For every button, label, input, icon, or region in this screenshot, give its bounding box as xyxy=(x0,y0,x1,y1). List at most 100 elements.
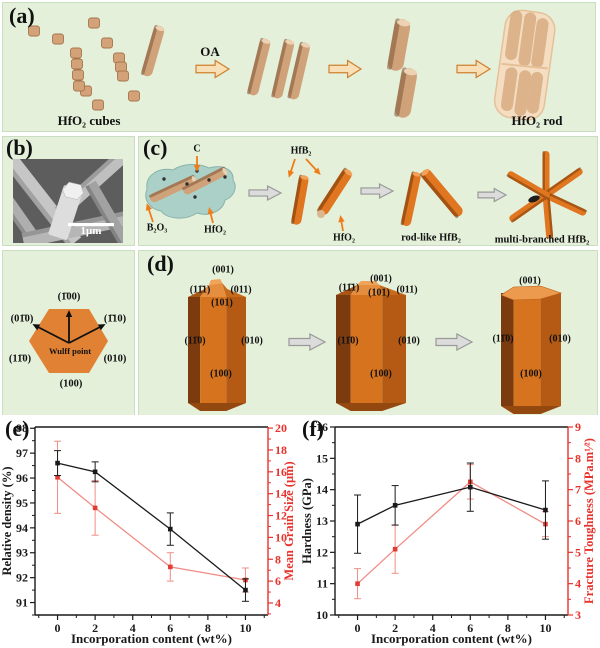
miller-index-label: (001) xyxy=(212,264,234,276)
svg-text:13: 13 xyxy=(316,514,328,528)
miller-index-label: (100) xyxy=(59,378,83,390)
pointer-arrow-icon xyxy=(32,324,70,344)
panel-a-label: (a) xyxy=(9,3,35,28)
data-point-marker xyxy=(167,564,173,570)
hfo2-rod-bundle xyxy=(493,9,556,121)
panel-b-label: (b) xyxy=(6,135,33,160)
svg-text:6: 6 xyxy=(167,621,173,635)
svg-text:Hardness (GPa): Hardness (GPa) xyxy=(300,478,314,564)
branch-rod xyxy=(509,191,551,223)
svg-text:12: 12 xyxy=(316,545,328,559)
miller-index-label: (11̄0) xyxy=(492,333,514,345)
svg-text:95: 95 xyxy=(16,496,28,510)
svg-text:97: 97 xyxy=(16,446,28,460)
rod-shape xyxy=(271,38,295,99)
caption-rod-like-hfb2: rod-like HfB₂ xyxy=(401,232,461,244)
hfo2-cube-icon xyxy=(117,70,129,82)
sem-rod xyxy=(85,180,123,243)
svg-text:91: 91 xyxy=(16,596,28,610)
panel-e-label: (e) xyxy=(5,416,30,441)
pointer-arrow-icon xyxy=(65,310,73,343)
data-point-marker xyxy=(543,507,548,513)
rod-shape xyxy=(287,41,311,100)
pointer-arrow-icon xyxy=(68,324,106,344)
data-point-marker xyxy=(355,581,360,586)
miller-index-label: (100) xyxy=(210,368,232,380)
rod-shape xyxy=(400,171,421,227)
svg-text:Incorporation content (wt%): Incorporation content (wt%) xyxy=(71,631,232,646)
miller-index-label: (11̄0) xyxy=(8,353,32,365)
caption-hfo2-rod: HfO₂ rod xyxy=(511,113,563,128)
miller-index-label: (001) xyxy=(370,273,392,285)
miller-index-label: (11̄1) xyxy=(338,282,360,294)
svg-text:15: 15 xyxy=(316,451,328,465)
wulff-point-label: Wulff point xyxy=(48,346,92,356)
svg-text:4: 4 xyxy=(275,596,281,610)
chart-f: 0 2 4 6 8 10 10 11 12 13 14 15 16 3 4 5 6 7 8 9 Hardness (GP… xyxy=(300,415,600,648)
svg-text:Fracture Toughness (MPa.m¹⁄²): Fracture Toughness (MPa.m¹⁄²) xyxy=(582,438,596,604)
caption-multi-branched-hfb2: multi-branched HfB₂ xyxy=(494,234,590,246)
caption-hfo2-cubes: HfO₂ cubes xyxy=(57,113,121,128)
miller-index-label: (11̄1) xyxy=(189,284,211,296)
pointer-arrow-icon xyxy=(287,158,296,178)
pointer-arrow-icon xyxy=(338,215,345,232)
miller-index-label: (011) xyxy=(396,284,418,296)
miller-index-label: (11̄0) xyxy=(184,335,206,347)
panel-d-label: (d) xyxy=(147,251,174,276)
carbon-dot-icon xyxy=(185,182,189,186)
miller-index-label: (01̄0) xyxy=(10,313,34,325)
oa-transform-arrow-icon xyxy=(195,59,231,79)
rod-shape xyxy=(140,24,165,77)
data-point-marker xyxy=(243,587,248,593)
miller-index-label: (010) xyxy=(241,335,263,347)
miller-index-label: (100) xyxy=(370,368,392,380)
pointer-arrow-icon xyxy=(145,203,154,223)
pointer-arrow-icon xyxy=(207,207,214,224)
transform-arrow-icon xyxy=(456,59,492,79)
rod-shape xyxy=(247,37,271,96)
sem-scale-bar-label: 1μm xyxy=(80,225,102,237)
miller-index-label: (010) xyxy=(398,335,420,347)
svg-text:96: 96 xyxy=(16,471,28,485)
panel-c: (c) rod-like HfB₂ multi-branched HfB₂ C H… xyxy=(138,136,598,246)
sem-scale-bar xyxy=(68,223,114,227)
svg-text:10: 10 xyxy=(539,621,551,635)
svg-text:4: 4 xyxy=(430,621,436,635)
data-point-marker xyxy=(355,521,360,527)
panel-b: (b) 1μm xyxy=(2,136,135,246)
hfo2-cube-icon xyxy=(115,61,127,73)
reagent-label: HfO₂ xyxy=(204,224,226,236)
svg-text:16: 16 xyxy=(275,465,287,479)
svg-text:2: 2 xyxy=(392,621,398,635)
hfo2-cube-icon xyxy=(52,33,64,45)
sem-image xyxy=(13,159,123,243)
oa-arrow-label: OA xyxy=(200,44,220,59)
pointer-arrow-icon xyxy=(305,158,321,175)
miller-index-label: (100) xyxy=(520,368,542,380)
svg-text:94: 94 xyxy=(16,521,28,535)
pointer-arrow-icon xyxy=(193,156,201,172)
sem-rod xyxy=(13,182,55,243)
panel-a: (a) OA HfO₂ cubes HfO₂ rod xyxy=(2,2,596,132)
data-point-marker xyxy=(167,526,173,532)
svg-text:16: 16 xyxy=(316,420,328,434)
carbon-dot-icon xyxy=(193,195,197,199)
hfo2-tip xyxy=(317,210,325,218)
step-arrow-icon xyxy=(477,187,508,203)
miller-index-label: (010) xyxy=(103,353,127,365)
svg-text:20: 20 xyxy=(275,421,287,435)
carbon-dot-icon xyxy=(162,177,166,181)
carbon-dot-icon xyxy=(223,175,227,179)
svg-text:5: 5 xyxy=(575,545,581,559)
svg-text:4: 4 xyxy=(575,577,581,591)
rod-shape xyxy=(290,174,309,225)
reagent-label: HfB₂ xyxy=(290,145,312,157)
svg-text:3: 3 xyxy=(575,608,581,622)
miller-index-label: (001) xyxy=(519,275,541,287)
rod-shape xyxy=(182,166,228,195)
miller-index-label: (11̄0) xyxy=(337,335,359,347)
reagent-label: B₂O₃ xyxy=(146,222,168,234)
svg-text:14: 14 xyxy=(316,483,328,497)
svg-text:Mean Grain Size (μm): Mean Grain Size (μm) xyxy=(282,461,296,580)
carbon-dot-icon xyxy=(207,178,211,182)
